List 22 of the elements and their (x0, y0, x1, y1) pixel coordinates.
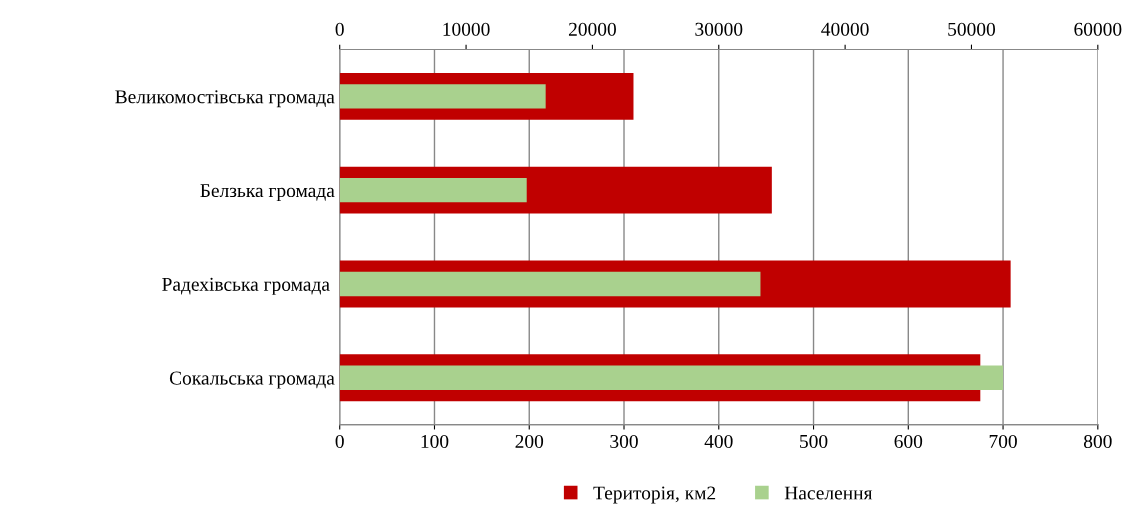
y-tick-label: Великомостівська громада (115, 90, 335, 108)
x-tick-label: 200 (515, 434, 544, 449)
x-tick-label: 800 (1083, 434, 1112, 449)
x-tick-label: 300 (610, 434, 638, 449)
x-tick-label: 100 (421, 434, 449, 449)
x2-tick-label: 30000 (695, 22, 743, 36)
x2-tick-label: 0 (335, 22, 344, 36)
y-tick-label: Белзька громада (200, 184, 335, 202)
x-tick-label: 500 (800, 434, 828, 449)
x2-tick-label: 50000 (948, 22, 996, 36)
legend-label: Територія, км2 (593, 486, 716, 504)
y-tick-label: Радехівська громада (162, 277, 330, 295)
x2-tick-label: 40000 (821, 22, 869, 36)
x-tick-label: 600 (894, 434, 923, 449)
x-tick-label: 0 (335, 434, 344, 449)
x2-tick-label: 10000 (443, 22, 490, 36)
x2-tick-label: 20000 (568, 22, 616, 36)
y-tick-label: Сокальська громада (169, 371, 335, 389)
legend-label: Населення (784, 486, 873, 500)
x-tick-label: 400 (704, 434, 733, 449)
x-tick-label: 700 (989, 434, 1017, 449)
x2-tick-label: 60000 (1074, 22, 1122, 36)
